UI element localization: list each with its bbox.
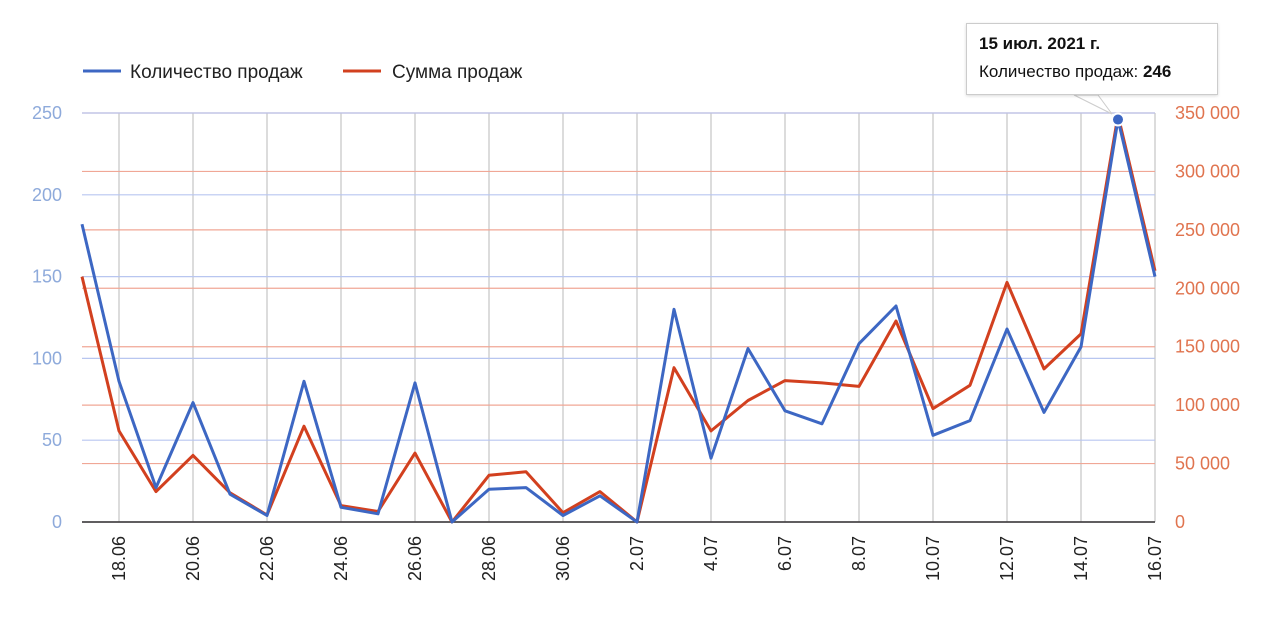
y-right-tick-label: 0	[1175, 512, 1185, 532]
x-tick-label: 28.06	[479, 536, 499, 581]
x-tick-label: 10.07	[923, 536, 943, 581]
right-y-axis: 0 50 000 100 000 150 000 200 000 250 000 300 0…	[1175, 103, 1240, 532]
y-left-tick-label: 250	[32, 103, 62, 123]
x-tick-label: 26.06	[405, 536, 425, 581]
highlight-point[interactable]	[1111, 112, 1125, 127]
x-tick-label: 20.06	[183, 536, 203, 581]
x-tick-label: 2.07	[627, 536, 647, 571]
legend: Количество продаж Сумма продаж	[83, 62, 523, 83]
x-tick-label: 30.06	[553, 536, 573, 581]
y-right-tick-label: 50 000	[1175, 454, 1230, 474]
x-tick-label: 12.07	[997, 536, 1017, 581]
tooltip: 15 июл. 2021 г. Количество продаж: 246	[966, 23, 1218, 95]
x-tick-label: 22.06	[257, 536, 277, 581]
series-line-sum[interactable]	[80, 113, 1157, 524]
tooltip-tail	[1073, 94, 1113, 115]
x-tick-label: 24.06	[331, 536, 351, 581]
series-line-qty[interactable]	[80, 118, 1157, 524]
tooltip-date: 15 июл. 2021 г.	[979, 34, 1101, 53]
tooltip-label: Количество продаж:	[979, 62, 1139, 81]
highlight-marker	[1111, 112, 1125, 127]
y-right-tick-label: 350 000	[1175, 103, 1240, 123]
y-right-tick-label: 300 000	[1175, 161, 1240, 181]
y-right-tick-label: 150 000	[1175, 337, 1240, 357]
y-left-tick-label: 100	[32, 348, 62, 368]
tooltip-value: 246	[1142, 62, 1172, 81]
y-left-tick-label: 50	[42, 430, 62, 450]
left-y-axis: 0 50 100 150 200 250	[32, 103, 62, 532]
legend-label-qty[interactable]: Количество продаж	[130, 62, 303, 83]
legend-label-sum[interactable]: Сумма продаж	[392, 62, 523, 83]
x-tick-label: 8.07	[849, 536, 869, 571]
y-left-tick-label: 0	[52, 512, 62, 532]
x-tick-label: 16.07	[1145, 536, 1165, 581]
x-tick-label: 14.07	[1071, 536, 1091, 581]
y-right-tick-label: 200 000	[1175, 278, 1240, 298]
x-tick-label: 6.07	[775, 536, 795, 571]
y-left-tick-label: 200	[32, 185, 62, 205]
series-lines	[80, 113, 1157, 524]
y-right-tick-label: 250 000	[1175, 220, 1240, 240]
grid-lines	[82, 112, 1156, 523]
x-tick-label: 18.06	[109, 536, 129, 581]
x-axis: 18.06 20.06 22.06 24.06 26.06 28.06 30.06 2.07 4…	[82, 521, 1165, 581]
y-left-tick-label: 150	[32, 267, 62, 287]
x-tick-label: 4.07	[701, 536, 721, 571]
y-right-tick-label: 100 000	[1175, 395, 1240, 415]
